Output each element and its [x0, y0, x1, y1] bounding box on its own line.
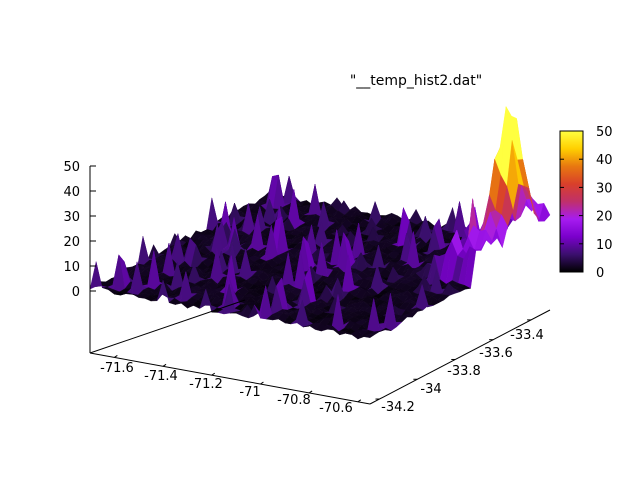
x-ticks: -71.6 -71.4 -71.2 -71 -70.8 -70.6: [100, 355, 362, 416]
x-tick-label: -71: [239, 385, 260, 400]
x-tick-mark: [260, 381, 264, 385]
z-tick-label: 50: [63, 160, 80, 175]
colorbar-tick-label: 20: [596, 210, 613, 225]
axes-box: [89, 166, 551, 405]
y-tick-label: -33.6: [479, 346, 513, 361]
surface-cell: [137, 236, 150, 267]
x-tick-mark: [308, 390, 313, 394]
x-tick-label: -71.2: [189, 377, 223, 392]
colorbar-tick-label: 10: [596, 238, 613, 253]
z-tick-label: 10: [63, 260, 80, 275]
colorbar-tick-label: 40: [596, 153, 613, 168]
y-tick-label: -33.4: [510, 328, 544, 343]
z-tick-label: 40: [63, 185, 80, 200]
y-axis-line: [369, 309, 551, 405]
surface-mesh: [89, 106, 551, 340]
z-tick-label: 30: [63, 210, 80, 225]
z-tick-label: 20: [63, 235, 80, 250]
colorbar-tick-label: 30: [596, 181, 613, 196]
x-tick-mark: [211, 372, 216, 376]
colorbar-ticks: 0 10 20 30 40 50: [560, 125, 613, 281]
colorbar-tick-label: 50: [596, 125, 613, 140]
x-tick-mark: [357, 399, 362, 403]
x-tick-label: -71.4: [144, 369, 178, 384]
colorbar: [559, 130, 584, 273]
y-tick-label: -34.2: [381, 400, 415, 415]
z-tick-label: 0: [72, 285, 80, 300]
x-tick-label: -70.6: [319, 401, 353, 416]
z-ticks: 0 10 20 30 40 50: [63, 160, 96, 300]
colorbar-tick-label: 0: [596, 266, 604, 281]
x-axis-line: [89, 352, 371, 405]
x-tick-label: -71.6: [100, 361, 134, 376]
x-tick-mark: [162, 363, 167, 367]
x-tick-mark: [114, 355, 118, 358]
x-tick-label: -70.8: [277, 393, 311, 408]
y-tick-label: -33.8: [447, 364, 481, 379]
surface-cell: [363, 333, 376, 338]
y-ticks: -34.2 -34 -33.8 -33.6 -33.4: [375, 319, 544, 415]
back-x-base-line: [89, 299, 246, 354]
y-tick-label: -34: [420, 382, 441, 397]
legend-entry: "__temp_hist2.dat": [350, 73, 482, 89]
